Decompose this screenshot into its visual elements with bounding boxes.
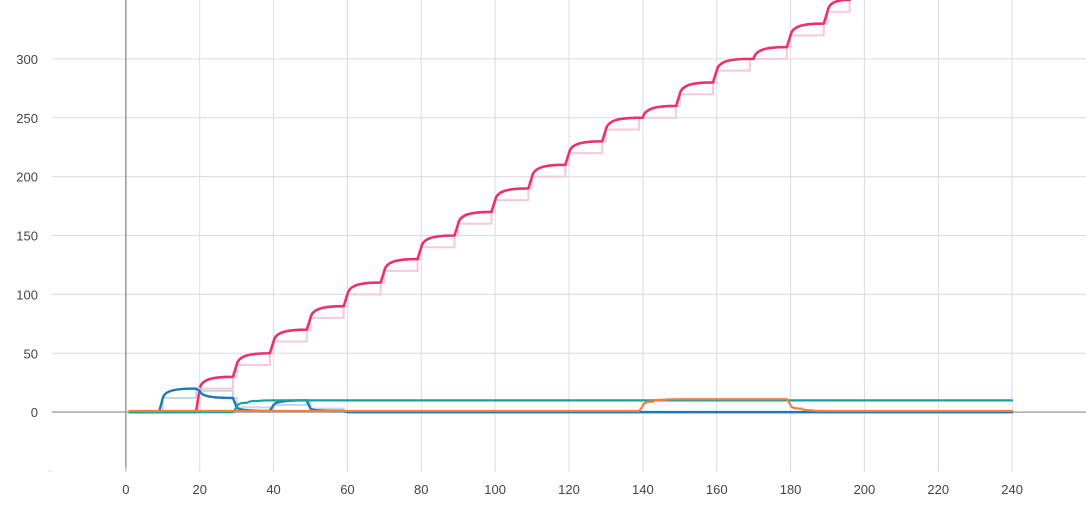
y-tick-label: 100 xyxy=(16,287,38,302)
series-line-3 xyxy=(128,398,1014,413)
x-tick-label: 220 xyxy=(927,482,949,497)
series-group xyxy=(128,0,1014,414)
x-tick-label: 20 xyxy=(192,482,206,497)
y-tick-label: 150 xyxy=(16,229,38,244)
y-tick-label: 300 xyxy=(16,52,38,67)
x-tick-label: 120 xyxy=(558,482,580,497)
y-tick-label: 50 xyxy=(24,346,38,361)
y-tick-label: 200 xyxy=(16,170,38,185)
series-line-2 xyxy=(128,399,1014,414)
tick-labels: 0 20 40 60 80 100 120 140 160 180 200 220 240 0 50 100 1… xyxy=(16,52,1023,497)
y-tick-label: 250 xyxy=(16,111,38,126)
grid xyxy=(52,0,1086,471)
x-tick-label: 40 xyxy=(266,482,280,497)
x-tick-label: 100 xyxy=(484,482,506,497)
series-raw-0 xyxy=(129,0,851,414)
x-tick-label: 0 xyxy=(122,482,129,497)
x-tick-label: 240 xyxy=(1001,482,1023,497)
y-tick-label: 0 xyxy=(31,405,38,420)
x-tick-label: 60 xyxy=(340,482,354,497)
series-line-0 xyxy=(128,0,851,414)
x-tick-label: 140 xyxy=(632,482,654,497)
x-tick-label: 180 xyxy=(780,482,802,497)
x-tick-label: 80 xyxy=(414,482,428,497)
x-tick-label: 200 xyxy=(854,482,876,497)
x-tick-label: 160 xyxy=(706,482,728,497)
